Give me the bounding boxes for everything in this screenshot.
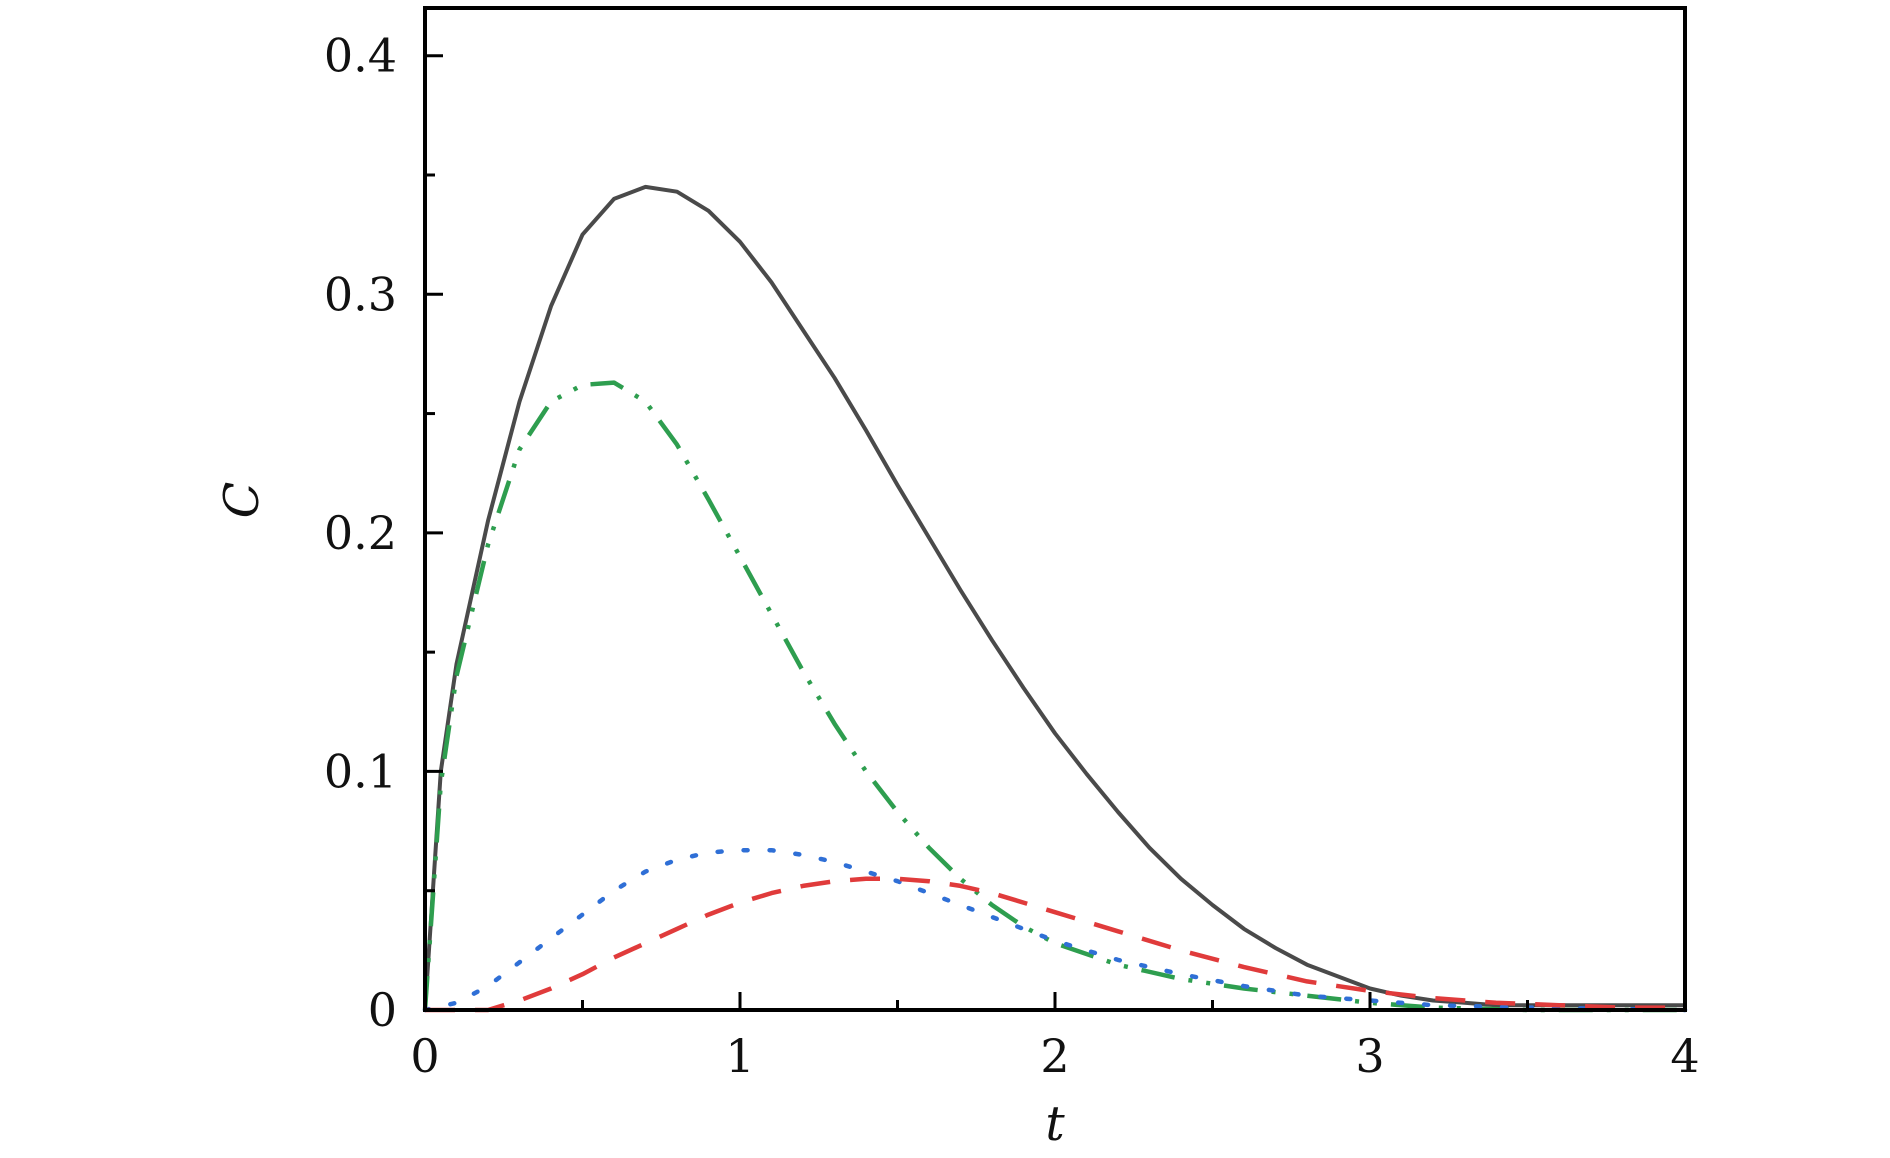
series-line-3-dotted xyxy=(422,847,1688,1013)
x-tick-label: 3 xyxy=(1355,1029,1384,1083)
x-tick-label: 0 xyxy=(410,1029,439,1083)
x-tick-label: 2 xyxy=(1040,1029,1069,1083)
y-tick-label: 0.4 xyxy=(324,29,397,83)
labels-layer: 0 1 2 3 4 0 0.1 0.2 0.3 0.4 xyxy=(324,29,1700,1083)
y-tick-label: 0 xyxy=(368,983,397,1037)
x-tick-label: 1 xyxy=(725,1029,754,1083)
y-tick-label: 0.2 xyxy=(324,506,397,560)
x-axis-label: t xyxy=(1045,1096,1065,1152)
series-line-1-solid xyxy=(423,184,1685,1011)
series-layer xyxy=(422,184,1688,1013)
y-tick-label: 0.1 xyxy=(324,744,397,798)
series-line-2-dash-dot-dot xyxy=(422,380,1685,1013)
plot-frame xyxy=(423,6,1687,1012)
y-tick-label: 0.3 xyxy=(324,267,397,321)
series-line-4-dashed xyxy=(425,876,1685,1013)
x-tick-label: 4 xyxy=(1670,1029,1699,1083)
y-axis-label: C xyxy=(214,482,270,519)
